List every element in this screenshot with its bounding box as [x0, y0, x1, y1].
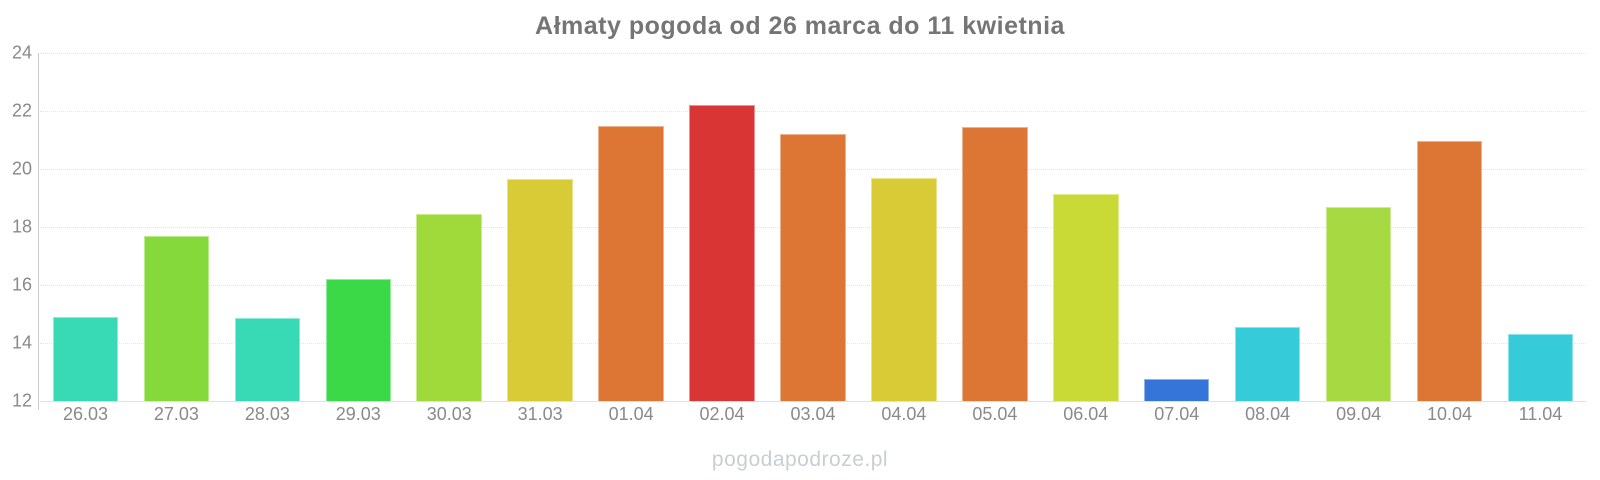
bar-slot-05.04: [949, 53, 1040, 401]
x-tick-label-28.03: 28.03: [244, 404, 290, 424]
y-tick-label-14: 14: [11, 332, 32, 353]
x-tick-label-26.03: 26.03: [62, 404, 108, 424]
plot-area: [40, 53, 1586, 402]
bar-slot-03.04: [768, 53, 859, 401]
y-tick-label-24: 24: [11, 42, 32, 63]
x-tick-label-09.04: 09.04: [1336, 404, 1382, 424]
x-tick-label-06.04: 06.04: [1063, 404, 1109, 424]
bar-slot-31.03: [495, 53, 586, 401]
bar-slot-04.04: [858, 53, 949, 401]
bar-07.04[interactable]: [1143, 379, 1210, 401]
bar-slot-29.03: [313, 53, 404, 401]
y-tick-label-22: 22: [11, 100, 32, 121]
x-tick-label-10.04: 10.04: [1427, 404, 1473, 424]
x-axis-labels: 26.03 27.03 28.03 29.03 30.03 31.03 01.04 02.04…: [40, 404, 1586, 425]
bar-31.03[interactable]: [507, 179, 573, 401]
bar-slot-09.04: [1313, 53, 1404, 401]
bar-11.04[interactable]: [1507, 334, 1574, 401]
bar-05.04[interactable]: [962, 126, 1028, 401]
bar-slot-02.04: [677, 53, 768, 401]
bar-09.04[interactable]: [1325, 206, 1392, 401]
bar-slot-10.04: [1404, 53, 1495, 401]
x-tick-label-04.04: 04.04: [881, 404, 927, 424]
y-axis-line: [38, 53, 39, 410]
y-tick-label-20: 20: [11, 158, 32, 179]
bar-08.04[interactable]: [1234, 327, 1301, 401]
y-tick-label-12: 12: [11, 390, 32, 411]
gridline-24: [40, 53, 1586, 54]
x-tick-label-11.04: 11.04: [1518, 404, 1563, 424]
bar-slot-06.04: [1040, 53, 1131, 401]
bar-01.04[interactable]: [598, 125, 664, 401]
bar-slot-07.04: [1131, 53, 1222, 401]
bar-slot-30.03: [404, 53, 495, 401]
bar-04.04[interactable]: [871, 177, 937, 401]
gridline-12: [40, 401, 1586, 402]
x-tick-label-01.04: 01.04: [608, 404, 654, 424]
bar-03.04[interactable]: [780, 134, 846, 401]
watermark-text: pogodapodroze.pl: [711, 448, 889, 471]
bar-slot-11.04: [1495, 53, 1586, 401]
bar-27.03[interactable]: [143, 235, 210, 401]
x-tick-label-07.04: 07.04: [1154, 404, 1200, 424]
x-tick-label-08.04: 08.04: [1245, 404, 1291, 424]
gridline-22: [40, 111, 1586, 112]
x-tick-label-27.03: 27.03: [153, 404, 199, 424]
bar-28.03[interactable]: [234, 318, 301, 401]
x-tick-label-31.03: 31.03: [517, 404, 563, 424]
bar-slot-26.03: [40, 53, 131, 401]
bar-29.03[interactable]: [325, 279, 392, 401]
bar-06.04[interactable]: [1053, 193, 1119, 401]
bar-slot-08.04: [1222, 53, 1313, 401]
x-tick-label-03.04: 03.04: [790, 404, 836, 424]
bars-row: [40, 53, 1586, 401]
y-tick-label-18: 18: [11, 216, 32, 237]
bar-slot-28.03: [222, 53, 313, 401]
x-tick-label-30.03: 30.03: [426, 404, 472, 424]
bar-02.04[interactable]: [689, 105, 755, 401]
y-tick-label-16: 16: [11, 274, 32, 295]
bar-26.03[interactable]: [52, 316, 119, 401]
x-tick-label-02.04: 02.04: [699, 404, 745, 424]
chart-title: Ałmaty pogoda od 26 marca do 11 kwietnia: [535, 12, 1065, 40]
bar-30.03[interactable]: [416, 213, 482, 401]
bar-slot-27.03: [131, 53, 222, 401]
x-tick-label-05.04: 05.04: [972, 404, 1018, 424]
x-tick-label-29.03: 29.03: [335, 404, 381, 424]
bar-10.04[interactable]: [1416, 141, 1483, 401]
bar-slot-01.04: [586, 53, 677, 401]
